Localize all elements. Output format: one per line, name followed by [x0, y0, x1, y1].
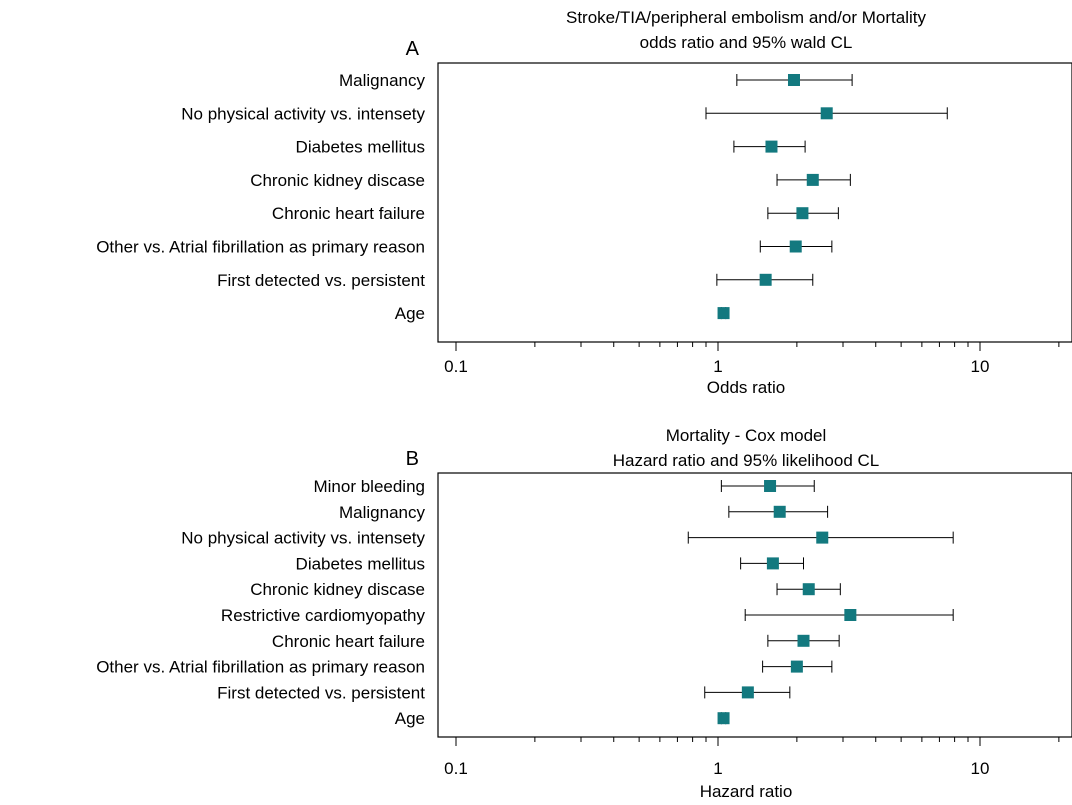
- x-tick-label: 10: [971, 357, 990, 376]
- panel-b-plot-frame: [437, 472, 1072, 738]
- forest-row: Diabetes mellitus: [296, 554, 804, 573]
- forest-row: Diabetes mellitus: [296, 138, 806, 157]
- row-label: Other vs. Atrial fibrillation as primary…: [96, 238, 425, 257]
- point-estimate-marker: [717, 712, 730, 725]
- row-label: Minor bleeding: [313, 477, 425, 496]
- panel-a: Stroke/TIA/peripheral embolism and/or Mo…: [96, 8, 1072, 397]
- panel-a-x-axis: 0.1 1 10: [444, 342, 1060, 376]
- point-estimate-marker: [820, 107, 833, 120]
- row-label: Chronic heart failure: [272, 204, 425, 223]
- forest-row: Age: [395, 304, 730, 323]
- x-tick-label: 0.1: [444, 759, 468, 778]
- point-estimate-marker: [844, 609, 857, 621]
- point-estimate-marker: [765, 140, 778, 153]
- row-label: Chronic kidney discase: [250, 171, 425, 190]
- panel-b-x-axis-label: Hazard ratio: [700, 782, 793, 801]
- forest-row: Malignancy: [339, 503, 829, 522]
- point-estimate-marker: [796, 207, 809, 220]
- row-label: First detected vs. persistent: [217, 271, 425, 290]
- point-estimate-marker: [759, 273, 772, 286]
- row-label: Chronic heart failure: [272, 632, 425, 651]
- point-estimate-marker: [806, 173, 819, 186]
- forest-row: Malignancy: [339, 71, 853, 90]
- row-label: Chronic kidney discase: [250, 580, 425, 599]
- x-tick-label: 1: [713, 357, 722, 376]
- panel-b: Mortality - Cox model Hazard ratio and 9…: [96, 426, 1072, 801]
- row-label: Other vs. Atrial fibrillation as primary…: [96, 658, 425, 677]
- row-label: Malignancy: [339, 71, 425, 90]
- panel-a-label: A: [406, 38, 420, 60]
- row-label: Diabetes mellitus: [296, 554, 425, 573]
- panel-b-title: Mortality - Cox model: [666, 426, 827, 445]
- row-label: Diabetes mellitus: [296, 138, 425, 157]
- forest-row: Chronic kidney discase: [250, 171, 851, 190]
- point-estimate-marker: [741, 686, 754, 699]
- row-label: No physical activity vs. intensety: [181, 104, 425, 123]
- x-tick-label: 0.1: [444, 357, 468, 376]
- point-estimate-marker: [816, 531, 829, 544]
- forest-row: Age: [395, 709, 730, 728]
- point-estimate-marker: [764, 480, 777, 492]
- panel-b-label: B: [406, 448, 419, 470]
- forest-row: No physical activity vs. intensety: [181, 104, 948, 123]
- row-label: Age: [395, 709, 425, 728]
- row-label: Malignancy: [339, 503, 425, 522]
- point-estimate-marker: [787, 74, 800, 86]
- point-estimate-marker: [790, 660, 803, 673]
- forest-row: Chronic kidney discase: [250, 580, 841, 599]
- row-label: First detected vs. persistent: [217, 683, 425, 702]
- panel-b-x-axis: 0.1 1 10: [444, 737, 1060, 778]
- point-estimate-marker: [802, 583, 815, 596]
- row-label: Restrictive cardiomyopathy: [221, 606, 426, 625]
- x-tick-label: 1: [713, 759, 722, 778]
- point-estimate-marker: [789, 240, 802, 253]
- panel-b-rows: Minor bleeding Malignancy No physical acti…: [96, 477, 954, 728]
- row-label: No physical activity vs. intensety: [181, 529, 425, 548]
- panel-a-x-axis-label: Odds ratio: [707, 378, 785, 397]
- panel-a-rows: Malignancy No physical activity vs. inten…: [96, 71, 948, 323]
- forest-row: First detected vs. persistent: [217, 683, 791, 702]
- forest-row: First detected vs. persistent: [217, 271, 814, 290]
- forest-row: Chronic heart failure: [272, 204, 839, 223]
- point-estimate-marker: [773, 505, 786, 518]
- row-label: Age: [395, 304, 425, 323]
- forest-row: No physical activity vs. intensety: [181, 529, 954, 548]
- panel-a-plot-frame: [437, 62, 1072, 343]
- point-estimate-marker: [717, 307, 730, 320]
- forest-row: Other vs. Atrial fibrillation as primary…: [96, 658, 833, 677]
- panel-a-title: Stroke/TIA/peripheral embolism and/or Mo…: [566, 8, 926, 27]
- forest-row: Chronic heart failure: [272, 632, 840, 651]
- forest-row: Other vs. Atrial fibrillation as primary…: [96, 238, 833, 257]
- point-estimate-marker: [766, 557, 779, 570]
- point-estimate-marker: [797, 634, 810, 647]
- forest-row: Restrictive cardiomyopathy: [221, 606, 954, 625]
- x-tick-label: 10: [971, 759, 990, 778]
- panel-b-subtitle: Hazard ratio and 95% likelihood CL: [613, 451, 880, 470]
- panel-a-subtitle: odds ratio and 95% wald CL: [640, 33, 853, 52]
- forest-row: Minor bleeding: [313, 477, 815, 496]
